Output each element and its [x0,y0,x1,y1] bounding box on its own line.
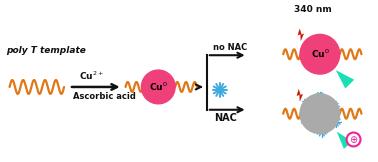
Circle shape [300,34,340,74]
Text: Cu$^{2+}$: Cu$^{2+}$ [79,70,104,82]
Text: Cu$^{0}$: Cu$^{0}$ [149,81,167,93]
Circle shape [141,70,175,104]
Text: no NAC: no NAC [213,43,247,52]
Polygon shape [297,89,303,101]
Text: Ascorbic acid: Ascorbic acid [73,92,136,101]
Text: $\oplus$: $\oplus$ [349,134,358,145]
Polygon shape [298,29,304,40]
Polygon shape [337,132,353,149]
Text: NAC: NAC [214,113,237,123]
Circle shape [300,94,340,133]
Circle shape [347,133,361,146]
Text: 340 nm: 340 nm [294,5,332,14]
Text: poly T template: poly T template [6,46,87,55]
Polygon shape [336,70,354,89]
Text: Cu$^{0}$: Cu$^{0}$ [310,48,329,60]
